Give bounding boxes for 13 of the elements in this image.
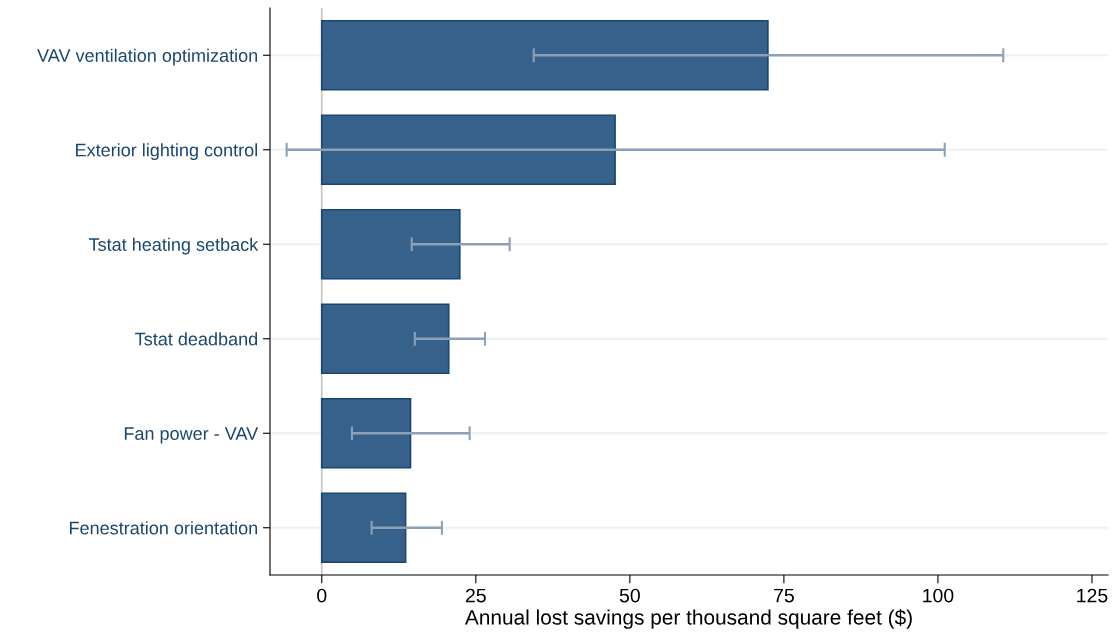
y-tick-label: VAV ventilation optimization (37, 48, 258, 66)
x-tick-label: 0 (317, 588, 327, 603)
y-tick-label: Fenestration orientation (69, 521, 258, 535)
y-tick-label: Exterior lighting control (76, 143, 257, 161)
y-tick-label: Tstat deadband (135, 332, 258, 346)
x-tick-label: 125 (1077, 588, 1108, 603)
y-tick-label: Tstat heating setback (89, 237, 259, 255)
x-tick-label: 25 (465, 588, 486, 603)
x-tick-label: 50 (619, 588, 640, 603)
x-axis-title: Annual lost savings per thousand square feet ($) (464, 609, 912, 629)
x-tick-label: 75 (774, 588, 794, 603)
y-tick-label: Fan power - VAV (124, 427, 259, 444)
x-tick-label: 100 (923, 588, 954, 603)
